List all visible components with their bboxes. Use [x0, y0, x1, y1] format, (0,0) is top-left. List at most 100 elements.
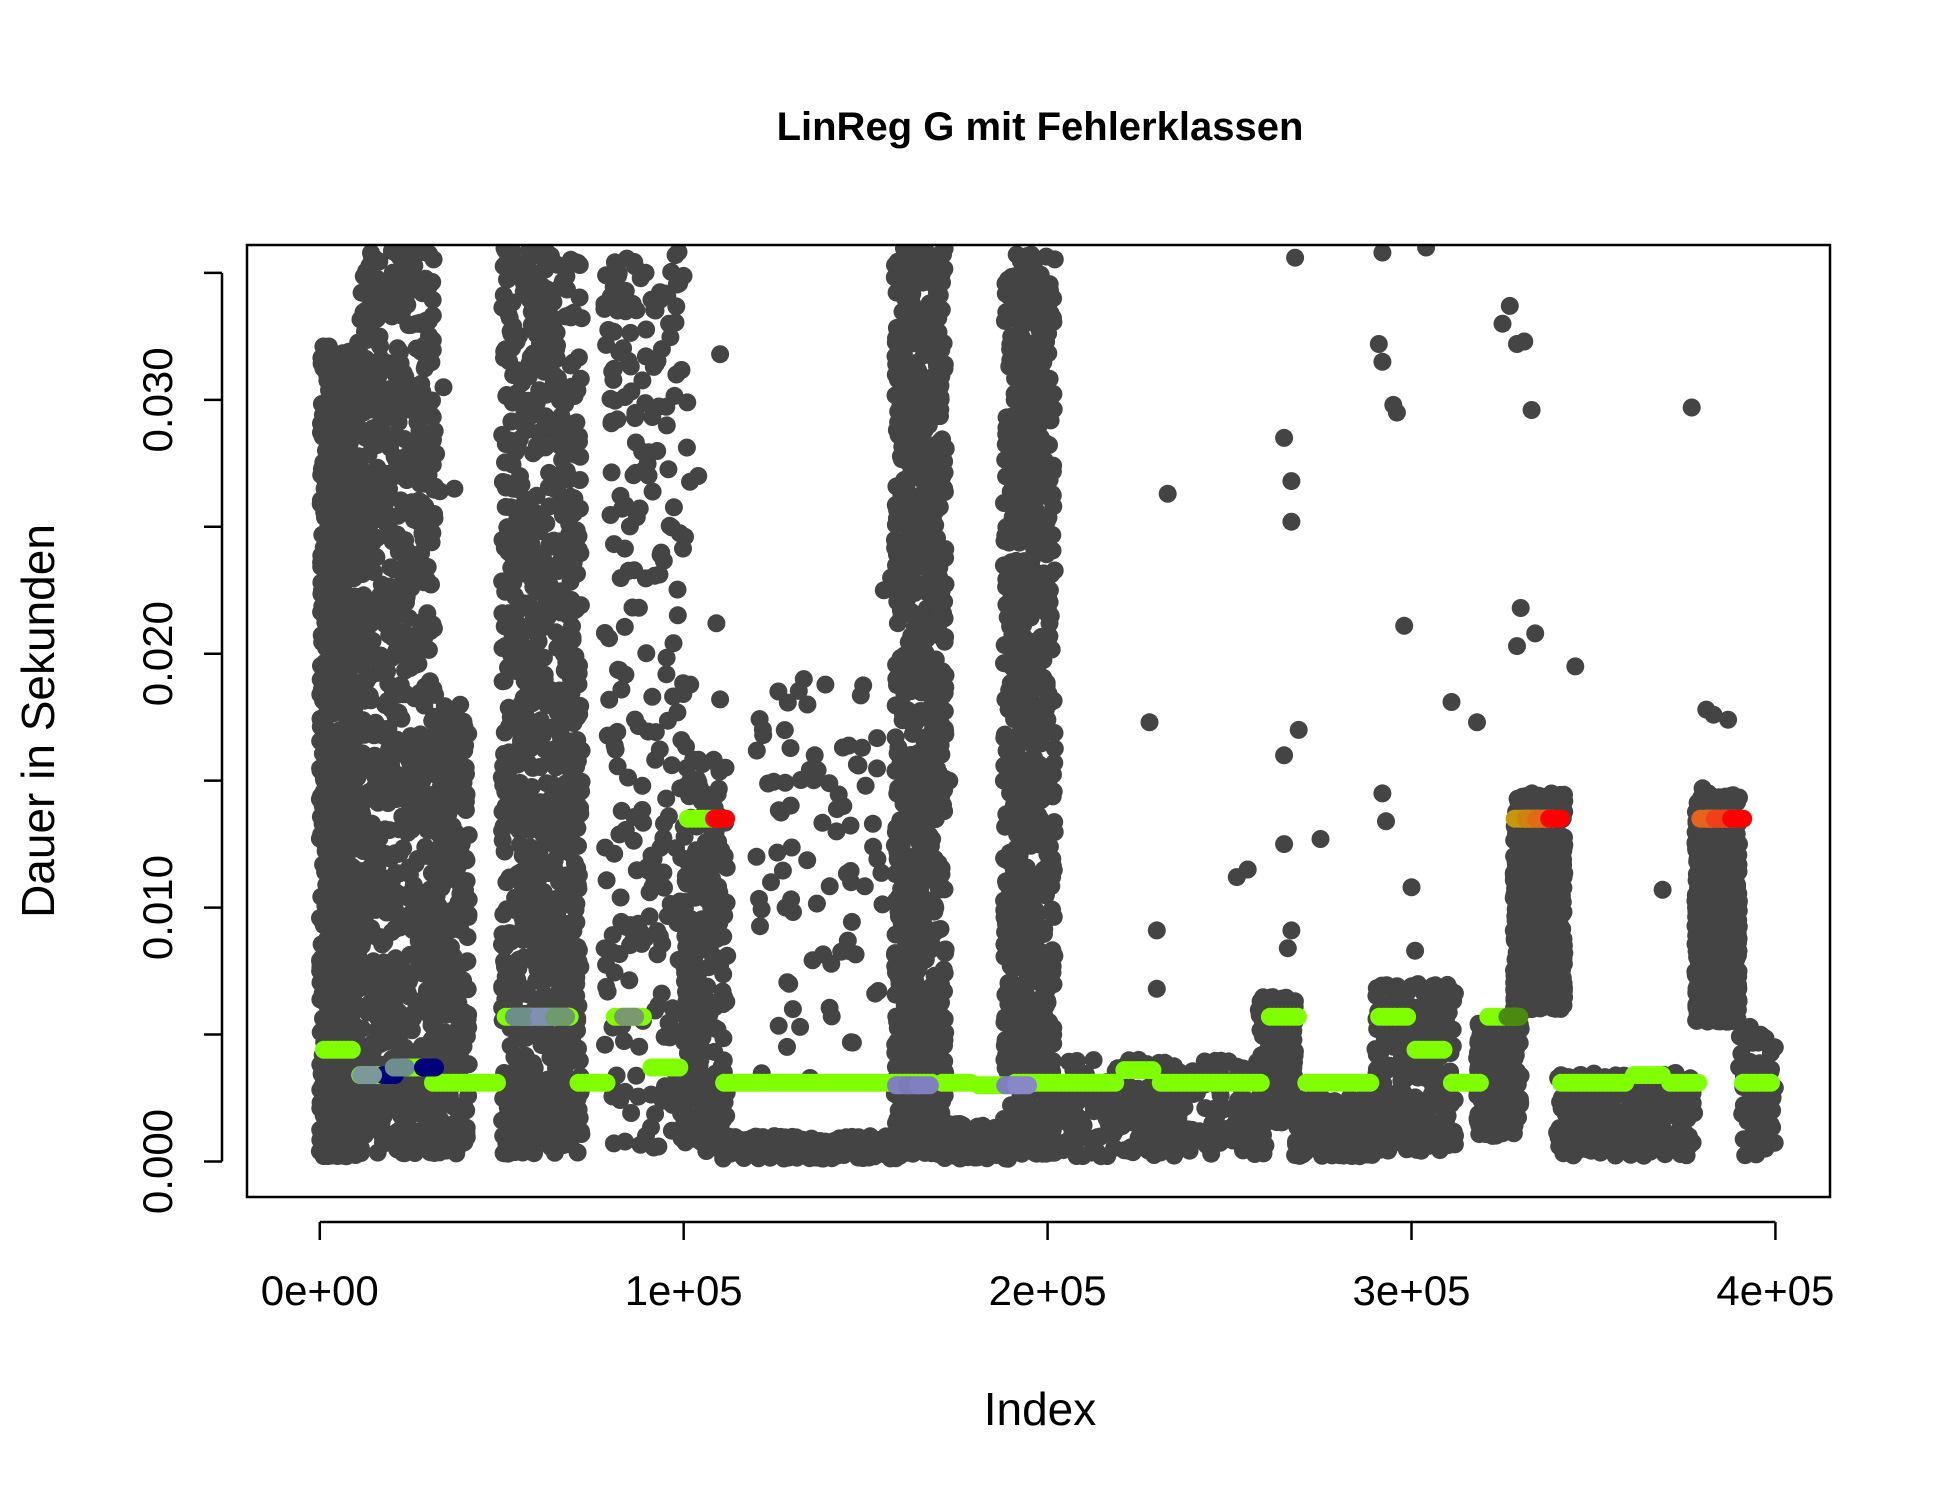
observation-point: [408, 1042, 427, 1061]
observation-point: [841, 1133, 860, 1152]
observation-point: [572, 1122, 590, 1141]
observation-point: [566, 900, 585, 919]
observation-point: [626, 433, 645, 452]
observation-point: [564, 526, 583, 545]
observation-point: [504, 573, 523, 592]
observation-point: [511, 467, 529, 486]
observation-point: [535, 912, 554, 931]
observation-point: [888, 252, 907, 271]
chart-title: LinReg G mit Fehlerklassen: [777, 105, 1304, 149]
observation-point: [328, 737, 347, 756]
observation-point: [775, 721, 794, 740]
observation-point: [529, 423, 548, 442]
observation-point: [616, 388, 634, 406]
observation-point: [420, 326, 438, 345]
observation-point: [698, 891, 717, 909]
observation-point: [563, 499, 582, 518]
observation-point: [366, 953, 385, 972]
observation-point: [603, 926, 622, 945]
observation-point: [311, 732, 330, 751]
observation-point: [349, 651, 368, 670]
observation-point: [889, 1051, 908, 1070]
observation-point: [351, 560, 370, 579]
observation-point: [686, 851, 705, 870]
observation-point: [512, 535, 531, 554]
observation-point: [926, 650, 945, 669]
observation-point: [446, 747, 465, 766]
observation-point: [365, 248, 383, 267]
observation-point: [508, 511, 527, 529]
observation-point: [312, 465, 331, 484]
observation-point: [833, 738, 852, 757]
observation-point: [368, 1143, 387, 1162]
observation-point: [603, 362, 622, 381]
observation-point: [616, 302, 635, 321]
observation-point: [515, 274, 533, 293]
observation-point: [604, 1134, 623, 1153]
observation-point: [547, 349, 566, 368]
observation-point: [658, 711, 677, 730]
observation-point: [494, 936, 513, 955]
observation-point: [864, 837, 883, 856]
observation-point: [597, 871, 616, 890]
observation-point: [935, 1031, 954, 1049]
observation-point: [692, 910, 711, 929]
observation-point: [349, 447, 368, 466]
observation-point: [769, 801, 788, 820]
observation-point: [750, 889, 768, 908]
observation-point: [536, 1119, 555, 1138]
observation-point: [562, 882, 581, 901]
observation-point: [401, 727, 420, 746]
observation-point: [710, 758, 728, 777]
observation-point: [674, 539, 692, 558]
observation-point: [918, 753, 937, 772]
observation-point: [409, 789, 428, 808]
observation-point: [715, 1093, 734, 1112]
observation-point: [564, 755, 582, 773]
observation-point: [928, 357, 946, 376]
observation-point: [895, 996, 914, 1015]
observation-point: [318, 665, 336, 684]
observation-point: [385, 886, 404, 905]
observation-point: [313, 633, 332, 652]
observation-point: [506, 989, 525, 1008]
observation-point: [567, 808, 586, 827]
observation-point: [510, 716, 529, 735]
observation-point: [419, 277, 438, 296]
observation-point: [551, 954, 570, 972]
observation-point: [849, 756, 868, 775]
observation-point: [509, 1102, 528, 1121]
observation-point: [885, 1135, 904, 1154]
observation-point: [713, 982, 732, 1001]
observation-point: [676, 893, 695, 911]
observation-point: [351, 681, 370, 700]
observation-point: [402, 820, 421, 839]
observation-point: [513, 551, 532, 570]
observation-point: [710, 914, 729, 932]
observation-point: [570, 256, 589, 274]
observation-point: [921, 699, 940, 718]
observation-point: [362, 481, 381, 500]
observation-point: [570, 471, 589, 489]
observation-point: [546, 599, 565, 618]
observation-point: [619, 561, 638, 580]
observation-point: [657, 665, 676, 684]
observation-point: [315, 711, 334, 730]
observation-point: [895, 1095, 914, 1114]
observation-point: [508, 864, 527, 883]
observation-point: [912, 1004, 931, 1023]
observation-point: [498, 754, 517, 773]
observation-point: [754, 726, 773, 745]
observation-point: [370, 829, 389, 848]
observation-point: [518, 1136, 537, 1155]
observation-point: [356, 428, 375, 447]
observation-point: [935, 632, 954, 651]
observation-point: [332, 612, 351, 631]
observation-point: [649, 996, 668, 1015]
observation-point: [668, 580, 687, 599]
observation-point: [349, 403, 368, 422]
observation-point: [621, 357, 640, 376]
observation-point: [611, 1091, 630, 1110]
observation-point: [694, 1089, 712, 1108]
observation-point: [367, 725, 386, 744]
